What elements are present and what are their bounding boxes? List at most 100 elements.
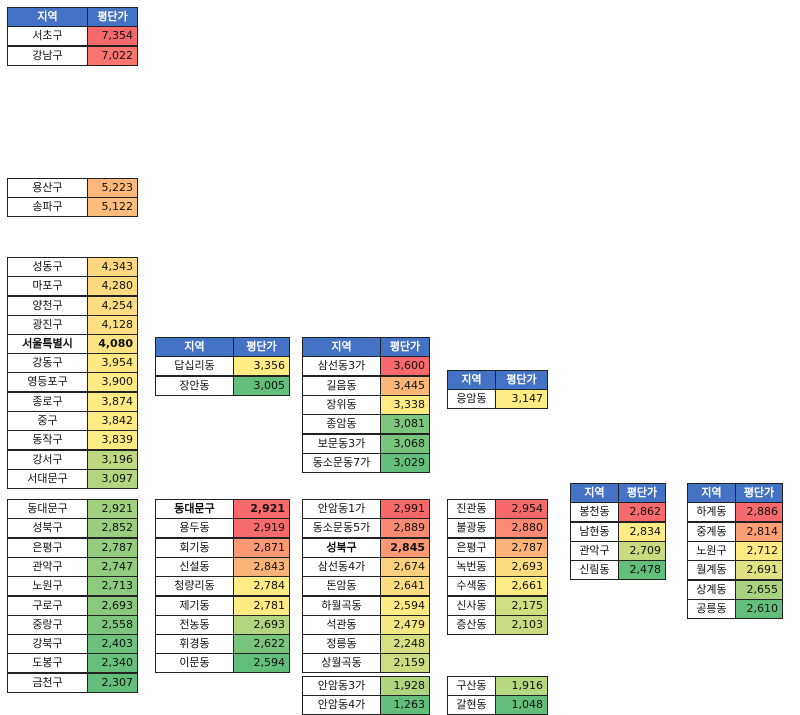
region-cell: 관악구 xyxy=(570,540,619,561)
region-cell: 관악구 xyxy=(7,556,88,577)
price-cell: 2,340 xyxy=(87,653,138,674)
region-cell: 상월곡동 xyxy=(302,653,381,674)
price-cell: 3,005 xyxy=(233,375,290,396)
price-cell: 2,594 xyxy=(233,653,290,674)
price-cell: 7,354 xyxy=(87,26,138,47)
region-cell: 금천구 xyxy=(7,672,88,693)
price-cell: 2,852 xyxy=(87,518,138,539)
price-cell: 2,307 xyxy=(87,672,138,693)
region-cell: 강서구 xyxy=(7,449,88,470)
price-cell: 1,048 xyxy=(495,695,548,715)
region-cell: 광진구 xyxy=(7,314,88,335)
price-cell: 2,747 xyxy=(87,556,138,577)
price-cell: 4,343 xyxy=(87,257,138,277)
region-cell: 구로구 xyxy=(7,595,88,616)
region-cell: 진관동 xyxy=(447,499,496,519)
price-cell: 3,842 xyxy=(87,410,138,431)
header-cell: 지역 xyxy=(687,483,736,503)
price-cell: 2,248 xyxy=(380,634,430,655)
region-cell: 동대문구 xyxy=(7,499,88,519)
price-cell: 2,787 xyxy=(87,537,138,558)
price-cell: 2,674 xyxy=(380,556,430,577)
region-cell: 녹번동 xyxy=(447,556,496,577)
region-cell: 삼선동4가 xyxy=(302,556,381,577)
price-cell: 2,403 xyxy=(87,634,138,655)
price-cell: 5,223 xyxy=(87,178,138,198)
region-cell: 도봉구 xyxy=(7,653,88,674)
price-cell: 4,080 xyxy=(87,334,138,355)
price-cell: 3,839 xyxy=(87,430,138,451)
region-cell: 증산동 xyxy=(447,614,496,635)
region-cell: 안암동1가 xyxy=(302,499,381,519)
price-cell: 3,600 xyxy=(380,356,430,377)
price-cell: 2,661 xyxy=(495,576,548,597)
region-cell: 전농동 xyxy=(155,614,234,635)
price-cell: 3,196 xyxy=(87,449,138,470)
region-cell: 노원구 xyxy=(7,576,88,597)
price-cell: 2,921 xyxy=(233,499,290,519)
region-cell: 신림동 xyxy=(570,560,619,581)
region-cell: 답십리동 xyxy=(155,356,234,377)
region-cell: 동소문동5가 xyxy=(302,518,381,539)
price-cell: 2,159 xyxy=(380,653,430,674)
price-cell: 2,834 xyxy=(618,521,666,542)
header-cell: 지역 xyxy=(155,337,234,357)
price-cell: 3,029 xyxy=(380,452,430,473)
region-cell: 보문동3가 xyxy=(302,433,381,454)
region-cell: 장위동 xyxy=(302,394,381,415)
region-cell: 용두동 xyxy=(155,518,234,539)
header-cell: 평단가 xyxy=(87,7,138,27)
price-cell: 2,814 xyxy=(735,521,783,542)
price-cell: 3,954 xyxy=(87,353,138,373)
header-cell: 평단가 xyxy=(233,337,290,357)
price-cell: 2,886 xyxy=(735,502,783,523)
price-cell: 2,693 xyxy=(233,614,290,635)
region-cell: 정릉동 xyxy=(302,634,381,655)
price-cell: 7,022 xyxy=(87,45,138,66)
price-cell: 1,916 xyxy=(495,676,548,696)
price-cell: 2,558 xyxy=(87,614,138,635)
price-cell: 2,103 xyxy=(495,614,548,635)
price-cell: 2,622 xyxy=(233,634,290,655)
region-cell: 갈현동 xyxy=(447,695,496,715)
price-cell: 5,122 xyxy=(87,197,138,218)
region-cell: 돈암동 xyxy=(302,576,381,597)
region-cell: 성북구 xyxy=(7,518,88,539)
price-cell: 2,843 xyxy=(233,556,290,577)
region-cell: 휘경동 xyxy=(155,634,234,655)
region-cell: 신사동 xyxy=(447,595,496,616)
price-cell: 3,445 xyxy=(380,375,430,396)
region-cell: 은평구 xyxy=(7,537,88,558)
region-cell: 응암동 xyxy=(447,389,496,410)
price-cell: 2,691 xyxy=(735,560,783,581)
header-cell: 평단가 xyxy=(495,370,548,390)
region-cell: 하계동 xyxy=(687,502,736,523)
region-cell: 송파구 xyxy=(7,197,88,218)
region-cell: 용산구 xyxy=(7,178,88,198)
region-cell: 청량리동 xyxy=(155,576,234,597)
price-cell: 2,921 xyxy=(87,499,138,519)
price-cell: 2,693 xyxy=(87,595,138,616)
price-cell: 2,784 xyxy=(233,576,290,597)
region-cell: 강북구 xyxy=(7,634,88,655)
region-cell: 제기동 xyxy=(155,595,234,616)
region-cell: 마포구 xyxy=(7,276,88,297)
header-cell: 지역 xyxy=(447,370,496,390)
price-cell: 2,478 xyxy=(618,560,666,581)
region-cell: 공릉동 xyxy=(687,598,736,619)
header-cell: 지역 xyxy=(7,7,88,27)
region-cell: 봉천동 xyxy=(570,502,619,523)
price-cell: 2,787 xyxy=(495,537,548,558)
region-cell: 종로구 xyxy=(7,391,88,412)
header-cell: 지역 xyxy=(302,337,381,357)
region-cell: 은평구 xyxy=(447,537,496,558)
price-cell: 3,097 xyxy=(87,468,138,489)
price-cell: 3,068 xyxy=(380,433,430,454)
price-cell: 2,880 xyxy=(495,518,548,539)
region-cell: 구산동 xyxy=(447,676,496,696)
region-cell: 강동구 xyxy=(7,353,88,373)
region-cell: 성동구 xyxy=(7,257,88,277)
price-cell: 1,263 xyxy=(380,695,430,715)
price-cell: 2,845 xyxy=(380,537,430,558)
